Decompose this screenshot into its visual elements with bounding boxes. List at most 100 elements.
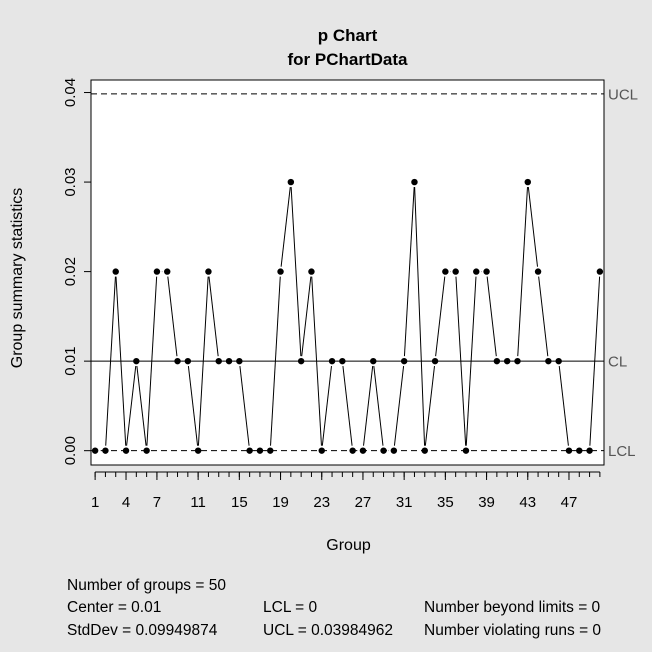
data-point	[493, 357, 501, 365]
data-point	[576, 447, 583, 454]
series-segment	[280, 186, 291, 267]
x-tick-label: 31	[396, 494, 413, 511]
data-point	[143, 447, 150, 454]
series-segment	[424, 366, 435, 446]
series-segment	[146, 276, 158, 446]
series-segment	[290, 187, 302, 357]
data-point	[287, 178, 295, 186]
data-point	[524, 178, 531, 186]
series-segment	[414, 187, 426, 446]
series-segment	[465, 276, 477, 446]
series-segment	[363, 366, 374, 446]
series-segment	[538, 276, 549, 357]
data-point	[545, 357, 552, 365]
plot-area	[90, 79, 605, 466]
data-point	[473, 268, 480, 275]
data-point	[483, 268, 490, 275]
x-tick-label: 11	[190, 494, 206, 511]
data-point	[339, 357, 346, 365]
data-point	[267, 447, 274, 454]
y-tick-label: 0.02	[62, 257, 79, 286]
series-segment	[393, 366, 405, 446]
data-point	[122, 447, 130, 454]
series-segment	[455, 276, 467, 446]
x-axis-label: Group	[326, 537, 371, 554]
data-point	[153, 268, 161, 275]
series-segment	[239, 366, 250, 446]
data-point	[390, 447, 398, 454]
series-segment	[589, 276, 601, 446]
data-point	[112, 268, 119, 275]
x-tick-label: 7	[153, 494, 161, 511]
series-segment	[187, 366, 199, 446]
data-point	[91, 447, 99, 454]
stat-center: Center = 0.01	[67, 599, 162, 616]
x-tick-label: 4	[122, 494, 130, 511]
y-tick-label: 0.03	[62, 167, 79, 196]
data-point	[328, 357, 336, 365]
stat-number-of-groups: Number of groups = 50	[67, 577, 226, 594]
stat-violating-runs: Number violating runs = 0	[424, 622, 602, 639]
series-segment	[527, 186, 538, 267]
data-point	[349, 447, 356, 454]
x-tick-label: 1	[91, 494, 99, 511]
series-segment	[208, 276, 219, 357]
series-segment	[321, 366, 332, 446]
data-point	[205, 268, 212, 275]
data-point	[133, 357, 140, 365]
x-tick-label: 47	[561, 494, 578, 511]
x-tick-label: 35	[437, 494, 454, 511]
data-point	[400, 357, 408, 365]
data-point	[452, 268, 459, 275]
data-point	[565, 447, 573, 454]
y-tick-label: 0.00	[62, 436, 79, 465]
series-segment	[517, 187, 528, 357]
series-segment	[115, 276, 127, 446]
x-tick-label: 15	[231, 494, 248, 511]
stat-ucl: UCL = 0.03984962	[263, 622, 393, 639]
data-point	[380, 447, 387, 454]
series-segment	[342, 366, 353, 446]
x-tick-label: 27	[355, 494, 372, 511]
data-point	[277, 268, 284, 275]
stat-beyond-limits: Number beyond limits = 0	[424, 599, 601, 616]
cl-label: CL	[608, 354, 627, 371]
x-tick-label: 19	[272, 494, 289, 511]
y-tick-label: 0.04	[62, 78, 79, 107]
data-point	[555, 357, 562, 365]
data-point	[411, 178, 418, 186]
series-segment	[270, 276, 281, 446]
series-segment	[301, 276, 312, 357]
data-point	[256, 447, 264, 454]
data-point	[318, 447, 325, 454]
data-point	[586, 447, 593, 454]
y-tick-label: 0.01	[62, 347, 79, 376]
data-point	[246, 447, 253, 454]
chart-title: p Chart	[318, 26, 378, 45]
data-point	[370, 357, 377, 365]
series-segment	[558, 366, 569, 446]
x-tick-label: 39	[478, 494, 495, 511]
data-point	[514, 357, 521, 365]
series-segment	[126, 366, 137, 446]
chart-subtitle: for PChartData	[288, 50, 409, 69]
data-point	[421, 447, 428, 454]
data-point	[534, 268, 542, 275]
series-segment	[167, 276, 178, 357]
x-tick-label: 43	[519, 494, 536, 511]
series-segment	[197, 276, 209, 446]
data-point	[359, 447, 367, 454]
data-point	[462, 447, 470, 454]
data-point	[431, 357, 439, 365]
series-segment	[403, 187, 415, 357]
series-segment	[136, 366, 147, 446]
series-segment	[373, 366, 384, 446]
data-point	[297, 357, 305, 365]
data-point	[164, 268, 171, 275]
series-segment	[486, 276, 497, 357]
ucl-label: UCL	[608, 86, 638, 103]
stat-stddev: StdDev = 0.09949874	[67, 622, 218, 639]
data-point	[184, 357, 192, 365]
